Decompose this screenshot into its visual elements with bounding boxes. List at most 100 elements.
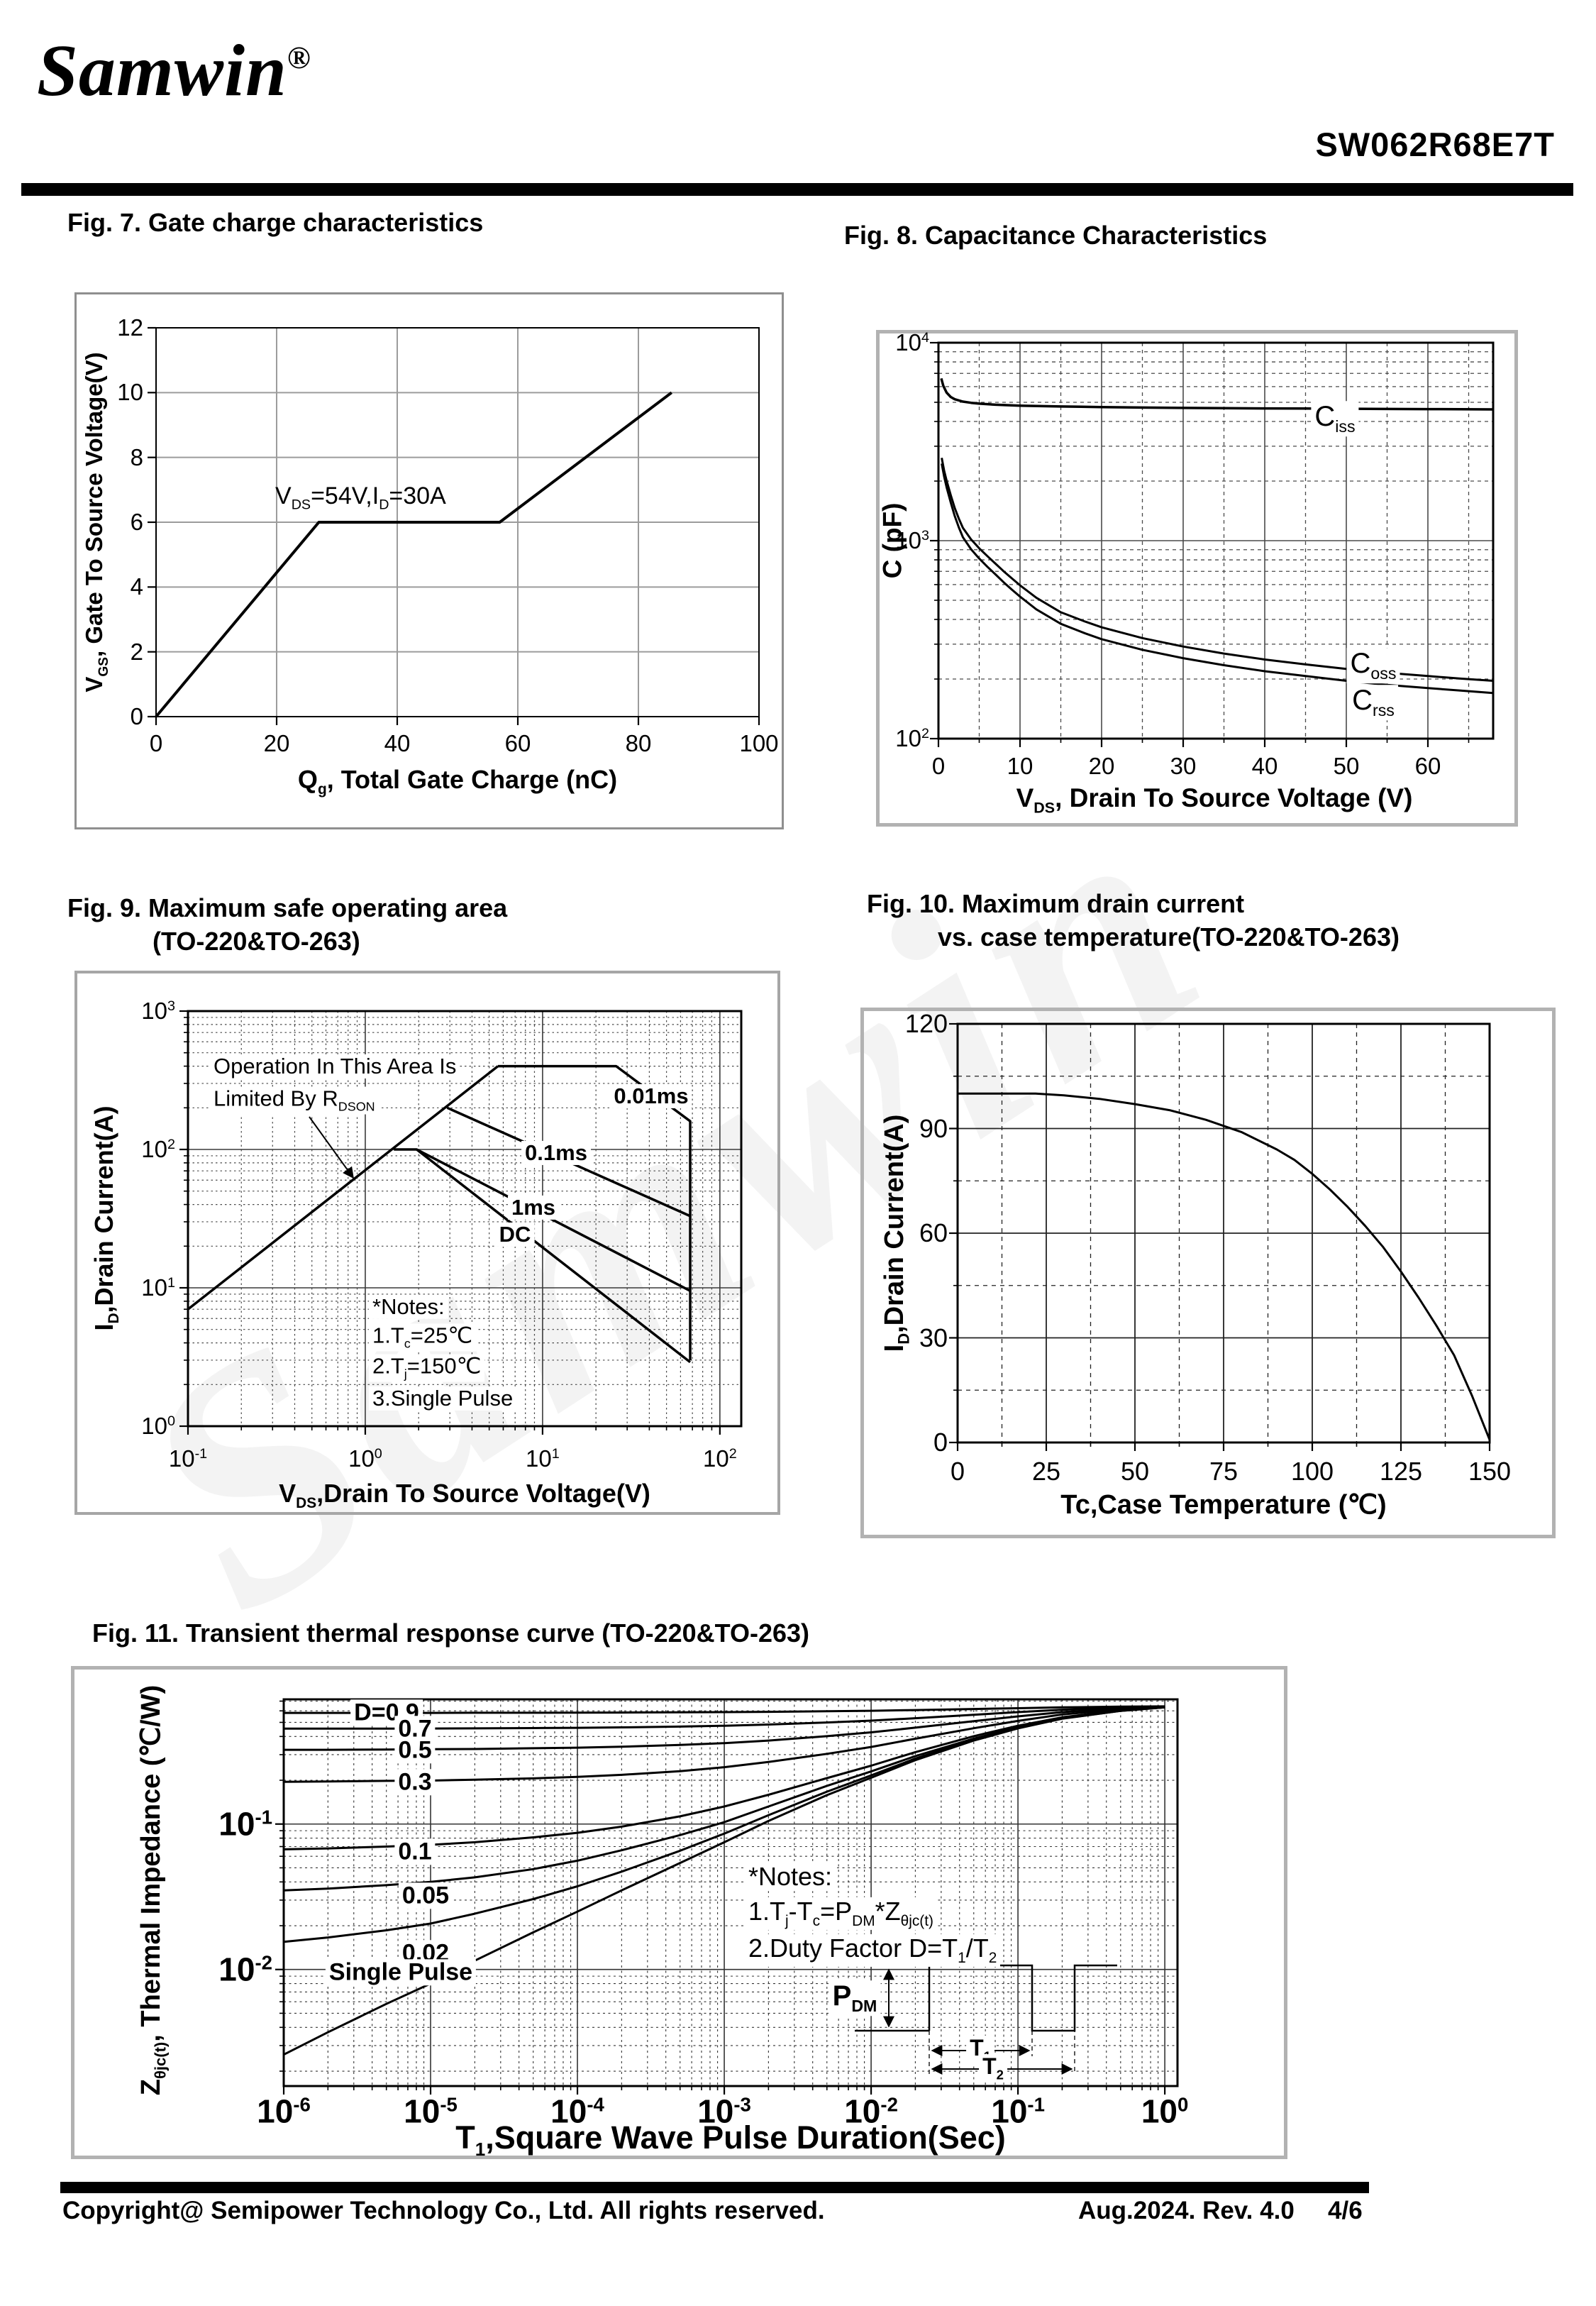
fig11-x-tick: 10-2 bbox=[844, 2092, 898, 2130]
fig11-title: Fig. 11. Transient thermal response curv… bbox=[92, 1618, 810, 1648]
fig10-y-tick: 0 bbox=[933, 1428, 948, 1457]
fig8-series-Coss bbox=[941, 458, 1494, 682]
fig9-annotation: 0.01ms bbox=[610, 1083, 692, 1109]
footer-divider bbox=[60, 2182, 1369, 2193]
fig9-annotation: 0.1ms bbox=[521, 1140, 591, 1166]
fig8-y-tick: 103 bbox=[895, 526, 929, 553]
fig10-y-tick: 60 bbox=[919, 1218, 948, 1248]
fig11-y-axis-label: Zθjc(t), Thermal Impedance (℃/W) bbox=[136, 1684, 170, 2096]
fig11-x-tick: 10-4 bbox=[550, 2092, 604, 2130]
registered-mark-icon: ® bbox=[287, 40, 311, 75]
fig8-x-tick: 50 bbox=[1333, 752, 1360, 779]
fig9-chart bbox=[179, 1010, 743, 1435]
fig9-x-tick: 102 bbox=[702, 1445, 737, 1472]
fig7-chart bbox=[148, 326, 760, 725]
fig9-series-DC bbox=[416, 1148, 692, 1364]
fig7-y-tick: 2 bbox=[130, 638, 143, 665]
fig8-x-tick: 30 bbox=[1170, 752, 1197, 779]
fig8-series-Crss bbox=[941, 463, 1494, 695]
fig7-y-axis-label: VGS, Gate To Source Voltage(V) bbox=[81, 352, 111, 693]
fig7-y-tick: 0 bbox=[130, 702, 143, 729]
fig8-x-tick: 40 bbox=[1251, 752, 1278, 779]
fig11-y-tick: 10-1 bbox=[218, 1805, 272, 1843]
fig11-annotation: T2 bbox=[979, 2054, 1007, 2082]
fig11-frame bbox=[71, 1666, 1287, 2159]
fig9-annotation: 2.Tj=150℃ bbox=[369, 1354, 485, 1382]
fig10-x-tick: 0 bbox=[950, 1457, 965, 1486]
fig9-annotation: Operation In This Area Is bbox=[210, 1054, 460, 1079]
fig7-y-tick: 4 bbox=[130, 573, 143, 600]
brand-logo-text: Samwin bbox=[37, 30, 287, 111]
fig9-x-tick: 101 bbox=[526, 1445, 560, 1472]
fig7-x-tick: 0 bbox=[149, 729, 163, 756]
fig7-x-tick: 60 bbox=[504, 729, 531, 756]
fig7-x-tick: 40 bbox=[384, 729, 411, 756]
fig9-x-tick: 100 bbox=[348, 1445, 382, 1472]
fig7-series-VGS vs Qg (VDS=54V, ID=30A) bbox=[155, 391, 673, 718]
fig8-chart bbox=[930, 341, 1495, 747]
fig9-title-line2: (TO-220&TO-263) bbox=[153, 927, 360, 956]
fig8-annotation: Crss bbox=[1348, 685, 1398, 720]
fig10-title-line2: vs. case temperature(TO-220&TO-263) bbox=[938, 922, 1400, 951]
fig7-title: Fig. 7. Gate charge characteristics bbox=[67, 208, 484, 237]
fig11-x-tick: 10-1 bbox=[991, 2092, 1045, 2130]
footer-copyright: Copyright@ Semipower Technology Co., Ltd… bbox=[62, 2197, 825, 2224]
fig8-x-axis-label: VDS, Drain To Source Voltage (V) bbox=[1016, 783, 1413, 817]
fig11-annotation: Single Pulse bbox=[325, 1958, 477, 1986]
fig8-annotation: Ciss bbox=[1311, 401, 1359, 436]
fig11-annotation: PDM bbox=[829, 1980, 881, 2016]
fig7-x-tick: 100 bbox=[739, 729, 779, 756]
fig9-y-tick: 101 bbox=[141, 1274, 175, 1301]
fig7-annotation: VDS=54V,ID=30A bbox=[275, 482, 446, 513]
fig10-title-line1: Fig. 10. Maximum drain current bbox=[867, 889, 1245, 918]
fig9-annotation: *Notes: bbox=[369, 1294, 448, 1320]
fig9-annotation: DC bbox=[495, 1222, 535, 1247]
fig9-x-tick: 10-1 bbox=[168, 1445, 208, 1472]
fig9-y-tick: 103 bbox=[141, 997, 175, 1024]
fig10-x-tick: 125 bbox=[1379, 1457, 1423, 1486]
fig8-x-tick: 60 bbox=[1414, 752, 1441, 779]
fig10-x-tick: 150 bbox=[1468, 1457, 1512, 1486]
fig11-x-tick: 10-5 bbox=[404, 2092, 458, 2130]
fig10-y-axis-label: ID,Drain Current(A) bbox=[880, 1114, 913, 1352]
fig9-y-tick: 100 bbox=[141, 1412, 175, 1439]
fig10-y-tick: 120 bbox=[904, 1009, 948, 1039]
fig8-x-tick: 20 bbox=[1088, 752, 1115, 779]
fig9-series-RDSON limit bbox=[187, 1065, 499, 1311]
fig10-x-tick: 25 bbox=[1031, 1457, 1061, 1486]
fig9-annotation: Limited By RDSON bbox=[210, 1086, 379, 1115]
fig8-title: Fig. 8. Capacitance Characteristics bbox=[844, 221, 1268, 250]
fig10-frame bbox=[860, 1008, 1556, 1538]
fig11-annotation: *Notes: bbox=[745, 1863, 836, 1891]
fig8-y-tick: 102 bbox=[895, 724, 929, 751]
fig7-x-tick: 20 bbox=[263, 729, 290, 756]
fig9-annotation: 3.Single Pulse bbox=[369, 1386, 517, 1411]
fig10-x-axis-label: Tc,Case Temperature (℃) bbox=[1060, 1490, 1387, 1521]
fig7-y-tick: 6 bbox=[130, 508, 143, 535]
footer-page-number: 4/6 bbox=[1328, 2197, 1363, 2224]
fig10-series-ID(max) vs Tc bbox=[958, 1092, 1491, 1440]
fig9-title-line1: Fig. 9. Maximum safe operating area bbox=[67, 893, 508, 922]
fig8-series-Ciss bbox=[940, 377, 1494, 411]
fig11-annotation: 0.05 bbox=[398, 1882, 453, 1909]
fig7-y-tick: 10 bbox=[117, 379, 143, 406]
brand-logo: Samwin® bbox=[37, 28, 311, 113]
fig8-annotation: Coss bbox=[1346, 648, 1400, 683]
fig11-chart bbox=[275, 1698, 1179, 2095]
fig8-y-axis-label: C (pF) bbox=[877, 502, 907, 579]
fig8-y-tick: 104 bbox=[895, 329, 929, 355]
part-number: SW062R68E7T bbox=[1315, 126, 1555, 163]
fig8-frame bbox=[876, 330, 1518, 827]
fig10-y-tick: 90 bbox=[919, 1113, 948, 1143]
fig11-y-tick: 10-2 bbox=[218, 1951, 272, 1988]
fig11-annotation: 0.3 bbox=[394, 1768, 436, 1796]
fig11-annotation: 2.Duty Factor D=T1/T2 bbox=[745, 1934, 1001, 1968]
fig10-x-tick: 50 bbox=[1120, 1457, 1150, 1486]
fig10-chart bbox=[949, 1022, 1491, 1451]
fig8-x-tick: 0 bbox=[931, 752, 946, 779]
footer-revision: Aug.2024. Rev. 4.0 bbox=[1078, 2197, 1295, 2224]
fig10-y-tick: 30 bbox=[919, 1323, 948, 1352]
fig9-y-tick: 102 bbox=[141, 1135, 175, 1162]
fig8-x-tick: 10 bbox=[1007, 752, 1033, 779]
